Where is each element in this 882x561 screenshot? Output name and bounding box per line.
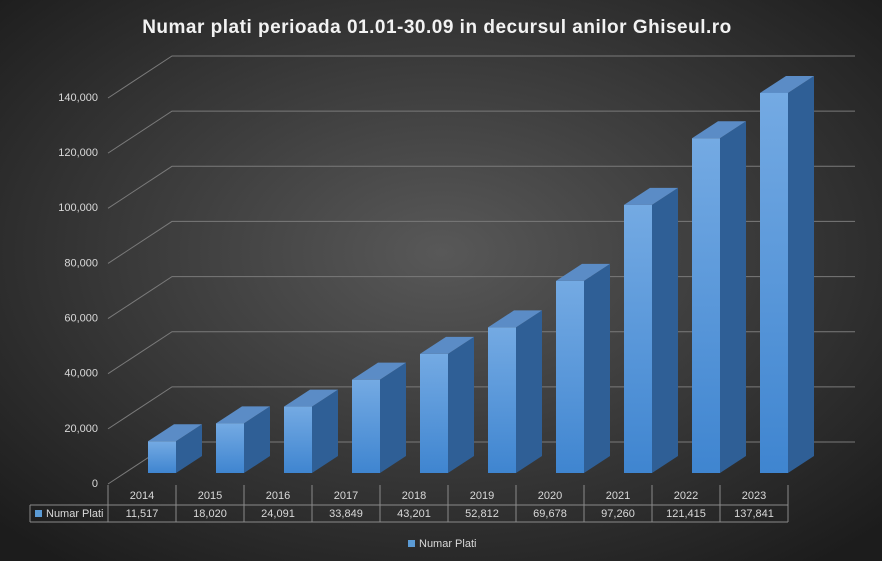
x-tick-label: 2014 xyxy=(130,490,154,502)
table-value: 43,201 xyxy=(397,508,431,520)
table-value: 24,091 xyxy=(261,508,295,520)
table-value: 137,841 xyxy=(734,508,774,520)
y-tick-label: 120,000 xyxy=(58,147,98,159)
bar-side xyxy=(244,406,270,473)
x-tick-label: 2022 xyxy=(674,490,698,502)
bar-top xyxy=(624,187,678,205)
bar-top xyxy=(420,336,474,354)
grid-line xyxy=(107,55,855,99)
table-value: 33,849 xyxy=(329,508,363,520)
y-tick-label: 140,000 xyxy=(58,92,98,104)
bar-top xyxy=(284,389,338,407)
bar-top xyxy=(148,424,202,442)
x-tick-label: 2016 xyxy=(266,490,290,502)
bar-side xyxy=(448,336,474,473)
x-tick-label: 2020 xyxy=(538,490,562,502)
bar xyxy=(488,327,516,473)
y-tick-label: 20,000 xyxy=(64,423,98,435)
x-tick-label: 2021 xyxy=(606,490,630,502)
bar xyxy=(284,406,312,473)
x-tick-label: 2017 xyxy=(334,490,358,502)
x-tick-label: 2023 xyxy=(742,490,766,502)
bar xyxy=(760,92,788,474)
bar xyxy=(624,204,652,474)
table-value: 69,678 xyxy=(533,508,567,520)
bar xyxy=(352,379,380,473)
bar-side xyxy=(584,263,610,473)
x-tick-label: 2019 xyxy=(470,490,494,502)
bar-top xyxy=(216,406,270,424)
y-tick-label: 40,000 xyxy=(64,368,98,380)
legend-label: Numar Plati xyxy=(419,538,476,550)
legend-marker xyxy=(35,510,42,517)
bar xyxy=(420,353,448,473)
bar-side xyxy=(312,389,338,473)
y-tick-label: 0 xyxy=(92,478,98,490)
bar-top xyxy=(488,310,542,328)
chart-title: Numar plati perioada 01.01-30.09 in decu… xyxy=(142,17,732,38)
x-tick-label: 2018 xyxy=(402,490,426,502)
bar-top xyxy=(556,263,610,281)
table-value: 11,517 xyxy=(126,508,159,520)
bar-top xyxy=(352,362,406,380)
grid-line xyxy=(107,110,855,154)
table-series-label: Numar Plati xyxy=(46,508,103,520)
y-tick-label: 80,000 xyxy=(64,257,98,269)
legend-marker xyxy=(408,540,415,547)
grid-line xyxy=(107,165,855,209)
bar xyxy=(216,423,244,473)
table-value: 18,020 xyxy=(193,508,227,520)
bar-top xyxy=(760,75,814,93)
x-tick-label: 2015 xyxy=(198,490,222,502)
bar-side xyxy=(720,121,746,473)
table-value: 97,260 xyxy=(601,508,635,520)
bar-top xyxy=(692,121,746,139)
y-tick-label: 100,000 xyxy=(58,202,98,214)
table-value: 121,415 xyxy=(666,508,706,520)
bar-side xyxy=(788,75,814,474)
bar xyxy=(148,441,176,473)
bar xyxy=(692,138,720,473)
bar-side xyxy=(652,187,678,474)
bar xyxy=(556,280,584,473)
bar-side xyxy=(516,310,542,473)
table-value: 52,812 xyxy=(465,508,499,520)
bar-side xyxy=(380,362,406,473)
y-tick-label: 60,000 xyxy=(64,312,98,324)
bar-side xyxy=(176,424,202,473)
